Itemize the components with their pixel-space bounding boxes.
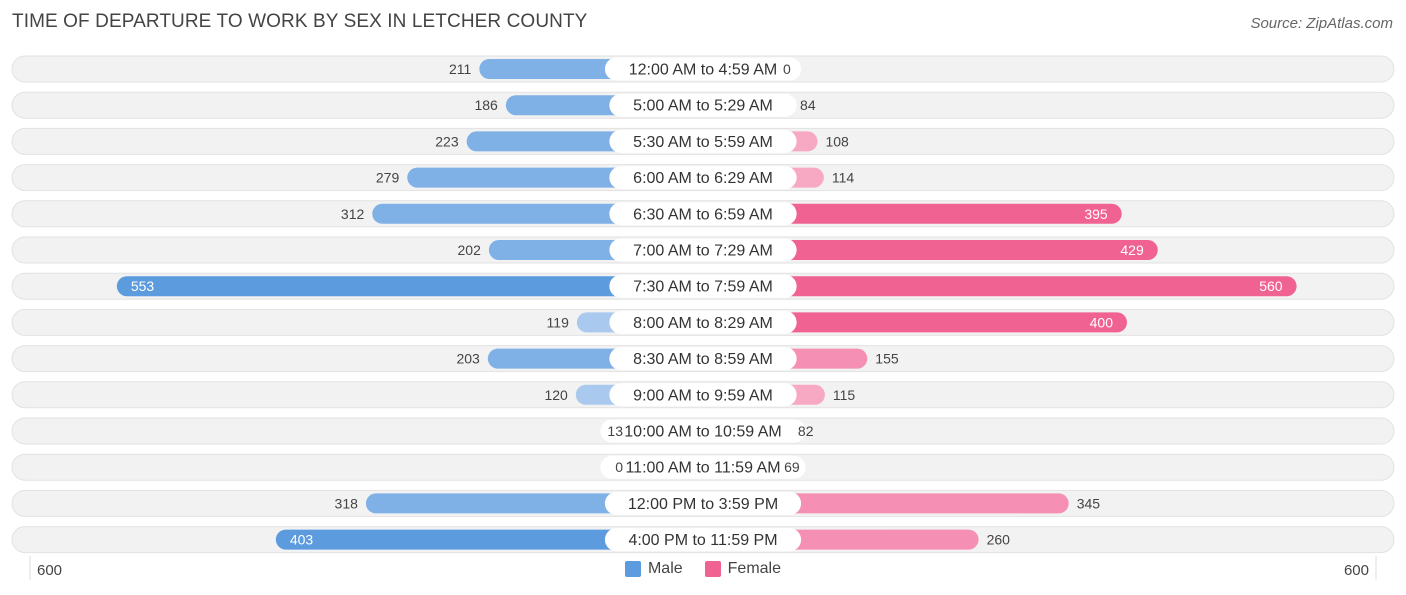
bar-female	[703, 276, 1297, 297]
category-pill	[609, 310, 797, 334]
value-label-female: 69	[784, 459, 800, 475]
value-label-female: 84	[800, 97, 816, 113]
value-label-female: 400	[1090, 314, 1114, 330]
category-label: 5:00 AM to 5:29 AM	[633, 98, 773, 115]
category-label: 8:30 AM to 8:59 AM	[633, 351, 773, 368]
bar-female	[703, 240, 1158, 260]
category-pill	[604, 528, 802, 552]
value-label-male: 223	[435, 133, 459, 149]
legend-swatch-female	[704, 561, 721, 577]
category-label: 7:00 AM to 7:29 AM	[633, 243, 773, 260]
value-label-female: 429	[1120, 242, 1144, 258]
value-label-female: 108	[825, 133, 849, 149]
category-label: 12:00 PM to 3:59 PM	[628, 496, 778, 513]
category-pill	[604, 57, 802, 81]
category-pill	[609, 238, 797, 262]
bar-female	[703, 312, 1127, 333]
value-label-female: 395	[1084, 206, 1108, 222]
legend-swatch-male	[624, 561, 641, 577]
legend-item-male[interactable]: Male	[624, 560, 683, 578]
value-label-female: 155	[875, 351, 899, 367]
value-label-male: 119	[547, 314, 570, 330]
value-label-male: 403	[290, 532, 314, 548]
category-label: 6:30 AM to 6:59 AM	[633, 206, 773, 223]
value-label-female: 82	[798, 423, 814, 439]
value-label-female: 0	[783, 61, 791, 77]
value-label-male: 318	[335, 495, 359, 511]
category-pill	[600, 419, 806, 443]
category-pill	[609, 129, 797, 153]
chart-title: TIME OF DEPARTURE TO WORK BY SEX IN LETC…	[12, 11, 588, 32]
category-label: 10:00 AM to 10:59 AM	[624, 424, 781, 441]
value-label-male: 120	[544, 387, 568, 403]
value-label-female: 345	[1077, 495, 1101, 511]
legend-label-female: Female	[727, 560, 782, 577]
legend-item-female[interactable]: Female	[704, 560, 782, 578]
bar-female	[703, 203, 1122, 224]
legend: Male Female	[0, 560, 1406, 578]
value-label-female: 114	[832, 170, 855, 186]
value-label-female: 115	[833, 387, 856, 403]
category-pill	[604, 491, 802, 515]
category-pill	[609, 347, 797, 371]
value-label-male: 279	[376, 170, 400, 186]
category-label: 7:30 AM to 7:59 AM	[633, 279, 773, 296]
category-pill	[609, 93, 797, 117]
value-label-male: 13	[607, 423, 623, 439]
axis-left-label: 600	[37, 562, 63, 579]
category-label: 5:30 AM to 5:59 AM	[633, 134, 773, 151]
category-pill	[609, 274, 797, 298]
category-label: 9:00 AM to 9:59 AM	[633, 387, 773, 404]
value-label-male: 186	[474, 97, 498, 113]
value-label-male: 202	[458, 242, 482, 258]
category-label: 11:00 AM to 11:59 AM	[625, 460, 780, 477]
bar-male	[275, 529, 703, 550]
axis-right-label: 600	[1343, 562, 1369, 579]
value-label-male: 203	[456, 351, 480, 367]
source-label: Source: ZipAtlas.com	[1250, 15, 1393, 32]
value-label-female: 260	[987, 532, 1011, 548]
category-pill	[600, 455, 806, 479]
value-label-male: 553	[131, 278, 155, 294]
value-label-female: 560	[1259, 278, 1283, 294]
bar-male	[116, 276, 703, 297]
category-label: 8:00 AM to 8:29 AM	[633, 315, 773, 332]
category-pill	[609, 202, 797, 226]
category-label: 4:00 PM to 11:59 PM	[628, 532, 777, 549]
category-label: 6:00 AM to 6:29 AM	[633, 170, 773, 187]
legend-label-male: Male	[647, 560, 683, 577]
category-pill	[609, 383, 797, 407]
value-label-male: 211	[449, 61, 472, 77]
value-label-male: 0	[615, 459, 623, 475]
category-pill	[609, 166, 797, 190]
value-label-male: 312	[341, 206, 365, 222]
category-label: 12:00 AM to 4:59 AM	[629, 62, 778, 79]
